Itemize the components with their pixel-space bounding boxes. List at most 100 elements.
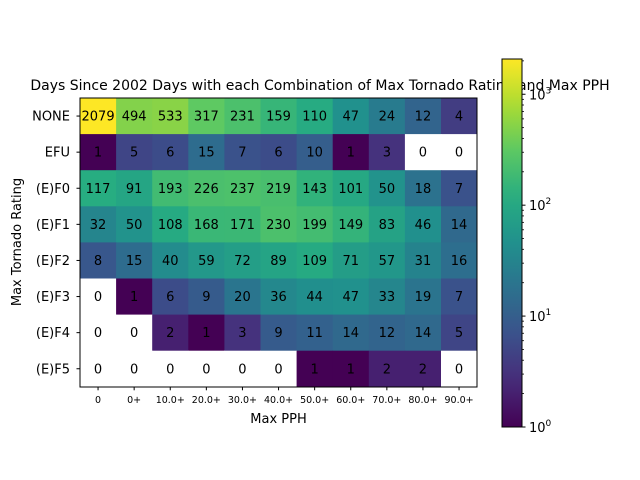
heatmap-cell xyxy=(260,278,297,315)
cell-value: 1 xyxy=(347,146,355,161)
heatmap-cell xyxy=(116,350,153,388)
cell-value: 231 xyxy=(230,110,255,125)
cell-value: 533 xyxy=(158,110,183,125)
heatmap-cell xyxy=(404,134,442,171)
cell-value: 159 xyxy=(266,110,291,125)
heatmap-cells xyxy=(80,98,478,388)
cell-value: 0 xyxy=(238,362,246,377)
heatmap-cell xyxy=(260,134,297,171)
cell-value: 83 xyxy=(379,218,396,233)
cell-value: 2 xyxy=(166,326,174,341)
cell-value: 9 xyxy=(274,326,282,341)
cell-value: 109 xyxy=(302,254,327,269)
colorbar-tick-label: 102 xyxy=(529,197,551,214)
heatmap-cell xyxy=(152,350,189,388)
cell-value: 6 xyxy=(274,146,282,161)
cell-value: 71 xyxy=(342,254,359,269)
cell-value: 101 xyxy=(338,182,363,197)
cell-value: 0 xyxy=(130,326,138,341)
heatmap-cell xyxy=(80,278,117,315)
heatmap-cell xyxy=(368,278,406,315)
cell-value: 6 xyxy=(166,146,174,161)
heatmap-cell xyxy=(224,170,261,207)
heatmap-cell xyxy=(296,206,334,243)
heatmap-cell xyxy=(152,134,189,171)
heatmap-cell xyxy=(441,206,478,243)
cell-value: 1 xyxy=(202,326,210,341)
cell-value: 24 xyxy=(379,110,396,125)
cell-value-labels: 2079 494 533 317 231 159 110 47 24 12 41 5 6 15 7 6 10 1 3… xyxy=(82,110,468,378)
cell-value: 193 xyxy=(158,182,183,197)
cell-value: 18 xyxy=(415,182,432,197)
cell-value: 14 xyxy=(451,218,468,233)
heatmap-cell xyxy=(441,170,478,207)
heatmap-cell xyxy=(188,206,225,243)
heatmap-cell xyxy=(80,242,117,279)
colorbar-tick-label: 100 xyxy=(529,419,552,436)
heatmap-cell xyxy=(188,134,225,171)
heatmap-cell xyxy=(260,98,297,135)
cell-value: 1 xyxy=(311,362,319,377)
cell-value: 5 xyxy=(455,326,463,341)
heatmap-cell xyxy=(404,278,442,315)
cell-value: 0 xyxy=(94,290,102,305)
cell-value: 36 xyxy=(270,290,287,305)
heatmap-cell xyxy=(116,134,153,171)
x-tick-label: 90.0+ xyxy=(444,395,473,406)
cell-value: 237 xyxy=(230,182,255,197)
cell-value: 494 xyxy=(122,110,147,125)
cell-value: 15 xyxy=(126,254,143,269)
cell-value: 5 xyxy=(130,146,138,161)
x-tick-label: 0 xyxy=(95,395,101,406)
x-tick-label: 10.0+ xyxy=(156,395,185,406)
cell-value: 230 xyxy=(266,218,291,233)
cell-value: 40 xyxy=(162,254,179,269)
heatmap-cell xyxy=(368,242,406,279)
cell-value: 16 xyxy=(451,254,468,269)
cell-value: 15 xyxy=(198,146,215,161)
heatmap-cell xyxy=(260,242,297,279)
cell-value: 168 xyxy=(194,218,219,233)
cell-value: 2079 xyxy=(82,110,115,125)
x-axis-ticks: 0 0+ 10.0+ 20.0+ 30.0+ 40.0+ 50.0+ 60.0+ 70.0+ 80… xyxy=(95,386,474,406)
heatmap-cell xyxy=(332,278,370,315)
cell-value: 14 xyxy=(415,326,432,341)
heatmap-cell xyxy=(224,134,261,171)
cell-value: 14 xyxy=(342,326,359,341)
heatmap-cell xyxy=(80,206,117,243)
heatmap-cell xyxy=(80,350,117,388)
heatmap-cell xyxy=(296,134,334,171)
heatmap-cell xyxy=(404,314,442,352)
colorbar-tick-label: 101 xyxy=(529,308,551,325)
cell-value: 3 xyxy=(238,326,246,341)
x-tick-label: 30.0+ xyxy=(228,395,257,406)
cell-value: 1 xyxy=(94,146,102,161)
y-tick-label: (E)F1 xyxy=(36,218,70,233)
heatmap-cell xyxy=(80,134,117,171)
cell-value: 12 xyxy=(415,110,432,125)
heatmap-cell xyxy=(404,206,442,243)
heatmap-cell xyxy=(116,314,153,352)
heatmap-cell xyxy=(332,134,370,171)
heatmap-cell xyxy=(224,350,261,388)
cell-value: 9 xyxy=(202,290,210,305)
y-tick-label: (E)F3 xyxy=(36,290,70,305)
cell-value: 108 xyxy=(158,218,183,233)
heatmap-cell xyxy=(224,278,261,315)
heatmap-cell xyxy=(152,170,189,207)
heatmap-cell xyxy=(152,242,189,279)
heatmap-cell xyxy=(224,242,261,279)
cell-value: 6 xyxy=(166,290,174,305)
heatmap-cell xyxy=(188,98,225,135)
heatmap-cell xyxy=(368,170,406,207)
cell-value: 7 xyxy=(455,290,463,305)
x-tick-label: 70.0+ xyxy=(372,395,401,406)
cell-value: 0 xyxy=(202,362,210,377)
heatmap-cell xyxy=(441,98,478,135)
cell-value: 219 xyxy=(266,182,291,197)
cell-value: 7 xyxy=(238,146,246,161)
cell-value: 0 xyxy=(94,326,102,341)
heatmap-cell xyxy=(188,242,225,279)
cell-value: 91 xyxy=(126,182,143,197)
heatmap-cell xyxy=(80,314,117,352)
